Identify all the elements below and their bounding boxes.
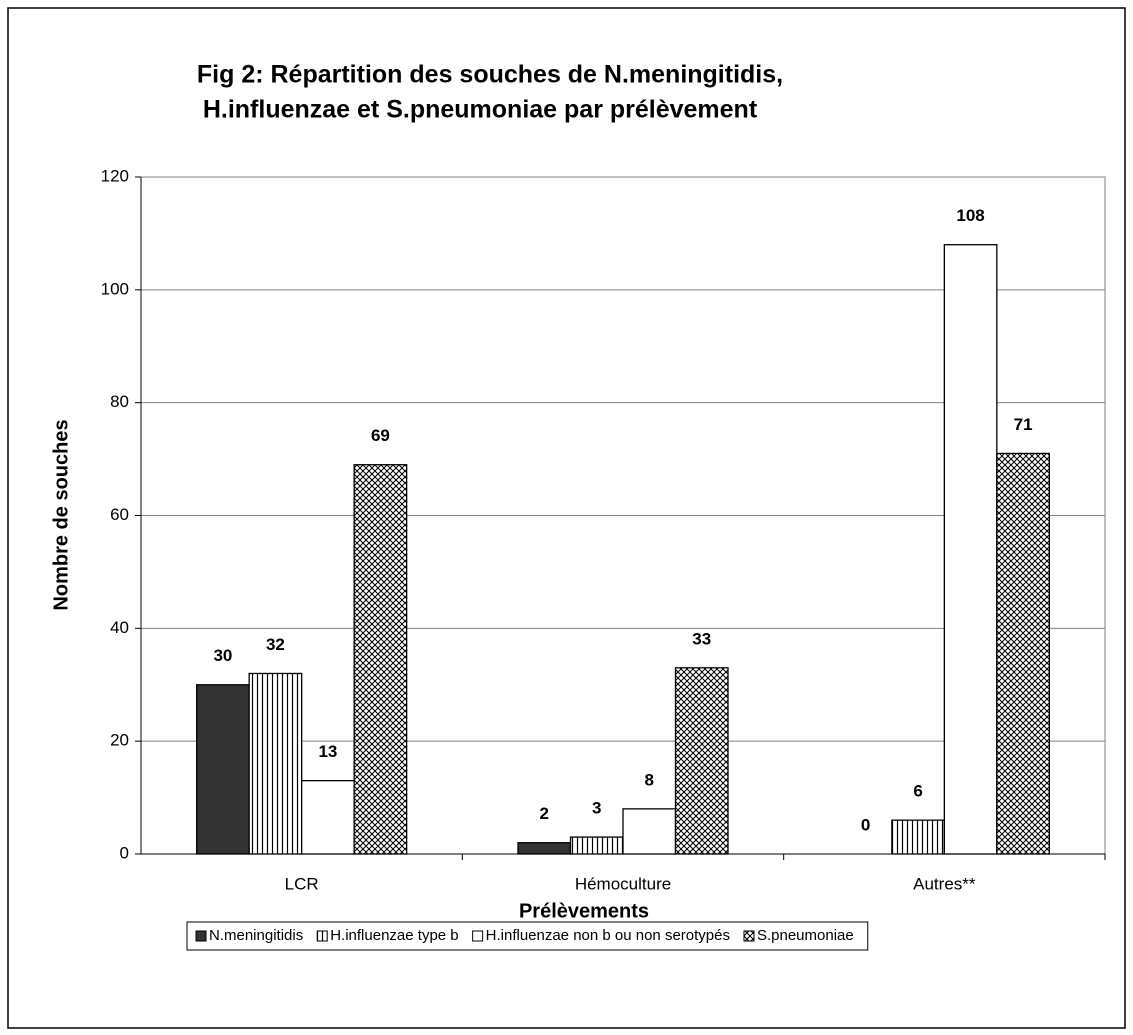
bar [622,808,677,855]
legend-label: N.meningitidis [209,927,303,944]
bar [517,842,572,855]
value-label: 6 [913,782,922,801]
x-tick-label: Autres** [913,874,976,893]
y-tick-label: 60 [110,505,129,524]
legend-swatch [472,930,484,942]
y-tick-label: 20 [110,731,129,750]
value-label: 0 [861,815,870,834]
bar [891,819,945,855]
chart-title: H.influenzae et S.pneumoniae par prélève… [203,96,758,124]
value-label: 3 [592,799,601,818]
legend-label: H.influenzae non b ou non serotypés [486,927,730,944]
y-tick-label: 120 [101,166,129,185]
value-label: 2 [540,804,549,823]
legend-swatch [316,930,328,942]
bar [996,452,1050,855]
y-tick-label: 80 [110,392,129,411]
bar [569,836,624,855]
legend-label: S.pneumoniae [757,927,854,944]
x-tick-label: LCR [285,874,319,893]
legend-swatch [743,930,755,942]
value-label: 33 [692,629,711,648]
value-label: 32 [266,635,285,654]
y-tick-label: 100 [101,279,129,298]
value-label: 30 [213,646,232,665]
bar [301,780,355,855]
value-label: 69 [371,426,390,445]
bar [248,672,303,855]
value-label: 71 [1014,415,1033,434]
value-label: 108 [956,206,984,225]
chart-title: Fig 2: Répartition des souches de N.meni… [197,61,783,89]
y-tick-label: 0 [120,843,129,862]
y-tick-label: 40 [110,618,129,637]
y-axis-label: Nombre de souches [50,419,72,610]
bar [674,667,729,855]
value-label: 8 [645,770,654,789]
bar [353,464,408,855]
bar [196,684,250,855]
x-tick-label: Hémoculture [575,874,671,893]
value-label: 13 [318,742,337,761]
legend-label: H.influenzae type b [330,927,458,944]
x-axis-label: Prélèvements [519,900,649,922]
bar [943,244,998,855]
legend-swatch [195,930,207,942]
